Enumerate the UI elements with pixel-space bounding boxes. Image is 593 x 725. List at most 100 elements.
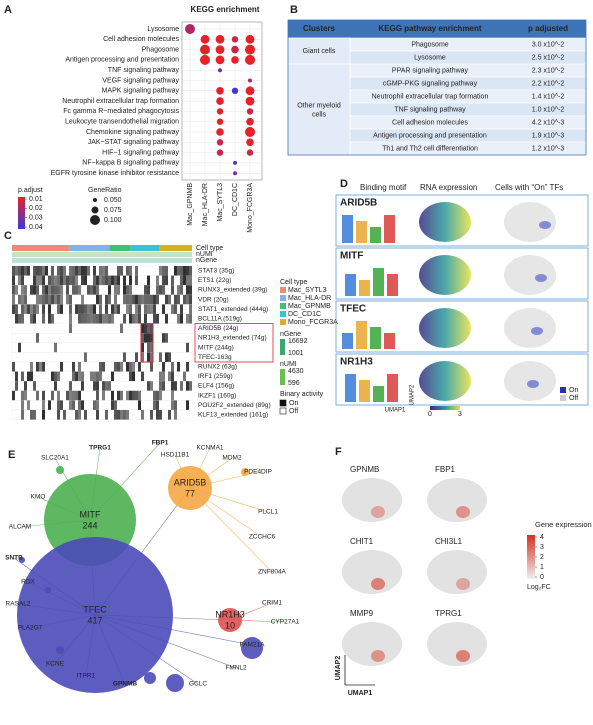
heatmap-cell — [162, 362, 165, 372]
heatmap-cell — [57, 304, 60, 314]
table-cell: cGMP-PKG signaling pathway — [383, 80, 478, 87]
heatmap-cell — [84, 410, 87, 420]
heatmap-cell — [57, 400, 60, 410]
hub-node — [168, 466, 212, 510]
gene-label: PLA2G7 — [18, 625, 43, 632]
heatmap-cell — [81, 371, 84, 382]
gene-name: TPRG1 — [435, 609, 462, 618]
heatmap-cell — [12, 362, 15, 372]
gene-name: FBP1 — [435, 465, 456, 474]
heatmap-cell — [105, 304, 108, 314]
celltype-bar — [12, 245, 70, 251]
enrichment-dot — [245, 44, 255, 55]
legend-label: On — [289, 400, 298, 407]
heatmap-cell — [150, 304, 153, 314]
heatmap-cell — [126, 266, 129, 276]
enrichment-dot — [218, 68, 222, 73]
heatmap-cell — [96, 390, 99, 401]
heatmap-cell — [168, 352, 171, 362]
panel-letter: E — [8, 449, 15, 461]
heatmap-cell — [39, 275, 42, 286]
heatmap-cell — [93, 304, 96, 314]
column-header: Binding motif — [360, 183, 407, 192]
umap-on-cells — [535, 274, 547, 282]
heatmap-cell — [69, 381, 72, 391]
heatmap-cell — [147, 323, 150, 334]
legend-label: DC_CD1C — [288, 311, 321, 318]
heatmap-cell — [72, 285, 75, 295]
heatmap-cell — [96, 275, 99, 286]
colorbar-tick: 0 — [428, 411, 432, 418]
legend-swatch — [279, 407, 287, 415]
enrichment-dot — [200, 44, 210, 55]
heatmap-cell — [153, 314, 156, 324]
heatmap-cell — [66, 275, 69, 286]
heatmap-cell — [33, 304, 36, 314]
heatmap-cell — [111, 400, 114, 410]
regulon-label: BCL11A (519g) — [198, 316, 242, 323]
heatmap-cell — [87, 266, 90, 276]
heatmap-cell — [105, 381, 108, 391]
heatmap-cell — [162, 285, 165, 295]
heatmap-cell — [111, 390, 114, 401]
heatmap-cell — [42, 410, 45, 420]
heatmap-cell — [153, 390, 156, 401]
heatmap-row-bg — [11, 409, 193, 420]
heatmap-cell — [93, 371, 96, 382]
heatmap-cell — [27, 371, 30, 382]
heatmap-cell — [78, 371, 81, 382]
heatmap-cell — [186, 362, 189, 372]
heatmap-cell — [126, 285, 129, 295]
heatmap-cell — [129, 266, 132, 276]
satellite-node — [241, 468, 249, 476]
heatmap-cell — [102, 362, 105, 372]
legend-tick: 0.075 — [104, 207, 122, 214]
heatmap-cell — [144, 314, 147, 324]
heatmap-cell — [57, 294, 60, 305]
regulon-label: RUNX3_extended (39g) — [198, 287, 267, 294]
heatmap-cell — [12, 304, 15, 314]
heatmap-cell — [129, 314, 132, 324]
heatmap-cell — [129, 371, 132, 382]
gene-label: GPNMB — [113, 681, 138, 688]
heatmap-cell — [150, 342, 153, 353]
heatmap-cell — [81, 275, 84, 286]
table-cell: Neutrophil extracellular trap formation — [372, 93, 489, 100]
heatmap-cell — [75, 410, 78, 420]
heatmap-cell — [75, 285, 78, 295]
heatmap-cell — [99, 266, 102, 276]
heatmap-cell — [147, 304, 150, 314]
heatmap-cell — [90, 314, 93, 324]
heatmap-cell — [153, 400, 156, 410]
table-frame — [287, 19, 587, 156]
legend-label: Off — [569, 395, 578, 402]
heatmap-cell — [51, 314, 54, 324]
heatmap-cell — [42, 390, 45, 401]
column-header: Cells with “On” TFs — [495, 183, 563, 192]
heatmap-cell — [180, 304, 183, 314]
heatmap-cell — [123, 352, 126, 362]
heatmap-cell — [69, 400, 72, 410]
heatmap-cell — [78, 390, 81, 401]
heatmap-cell — [72, 371, 75, 382]
heatmap-cell — [78, 266, 81, 276]
motif-letter — [384, 215, 395, 243]
heatmap-cell — [96, 381, 99, 391]
pathway-label: VEGF signaling pathway — [102, 77, 179, 84]
heatmap-cell — [105, 314, 108, 324]
table-cell: 3.0 x10^-2 — [532, 41, 565, 48]
heatmap-cell — [111, 314, 114, 324]
heatmap-cell — [165, 275, 168, 286]
heatmap-cell — [90, 304, 93, 314]
heatmap-cell — [168, 410, 171, 420]
heatmap-cell — [66, 390, 69, 401]
heatmap-cell — [129, 285, 132, 295]
heatmap-cell — [21, 304, 24, 314]
umap-rna — [419, 361, 471, 401]
legend-title: GeneRatio — [88, 187, 122, 194]
heatmap-cell — [105, 410, 108, 420]
regulon-label: NR1H3_extended (74g) — [198, 335, 267, 342]
heatmap-cell — [72, 390, 75, 401]
heatmap-cell — [93, 266, 96, 276]
regulon-label: ARID5B (24g) — [198, 325, 238, 332]
